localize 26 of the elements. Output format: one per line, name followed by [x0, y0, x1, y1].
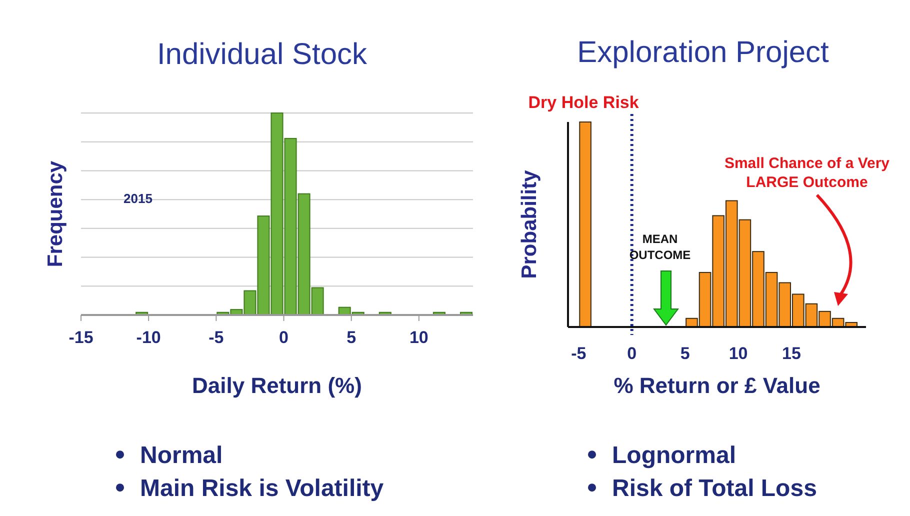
x-tick-label: 15 — [782, 344, 801, 363]
annotation: Dry Hole Risk — [528, 93, 640, 112]
x-axis-title: % Return or £ Value — [614, 373, 820, 398]
x-tick-label: -15 — [68, 328, 94, 347]
x-tick-label: -10 — [136, 328, 161, 347]
text: Risk of Total Loss — [612, 475, 817, 502]
x-tick-label: 0 — [627, 344, 637, 363]
chart-title: Individual Stock — [156, 38, 368, 71]
text: Normal — [140, 442, 223, 469]
text: Lognormal — [612, 442, 736, 469]
x-tick-label: 5 — [346, 328, 356, 347]
x-axis-title: Daily Return (%) — [192, 373, 362, 398]
annotation: Small Chance of a Very LARGE Outcome — [724, 155, 890, 191]
text: Main Risk is Volatility — [140, 475, 384, 502]
x-tick-label: 5 — [680, 344, 690, 363]
x-tick-label: 10 — [409, 328, 428, 347]
y-axis-title: Frequency — [44, 160, 67, 268]
x-tick-label: -5 — [208, 328, 224, 347]
y-axis-title: Probability — [518, 170, 541, 279]
x-tick-label: -5 — [571, 344, 586, 363]
chart-title: Exploration Project — [577, 36, 830, 69]
x-tick-label: 10 — [728, 344, 748, 363]
x-tick-label: 0 — [279, 328, 288, 347]
annotation: MEAN OUTCOME — [629, 232, 691, 262]
annotation: 2015 — [124, 191, 152, 206]
bar — [579, 122, 592, 328]
